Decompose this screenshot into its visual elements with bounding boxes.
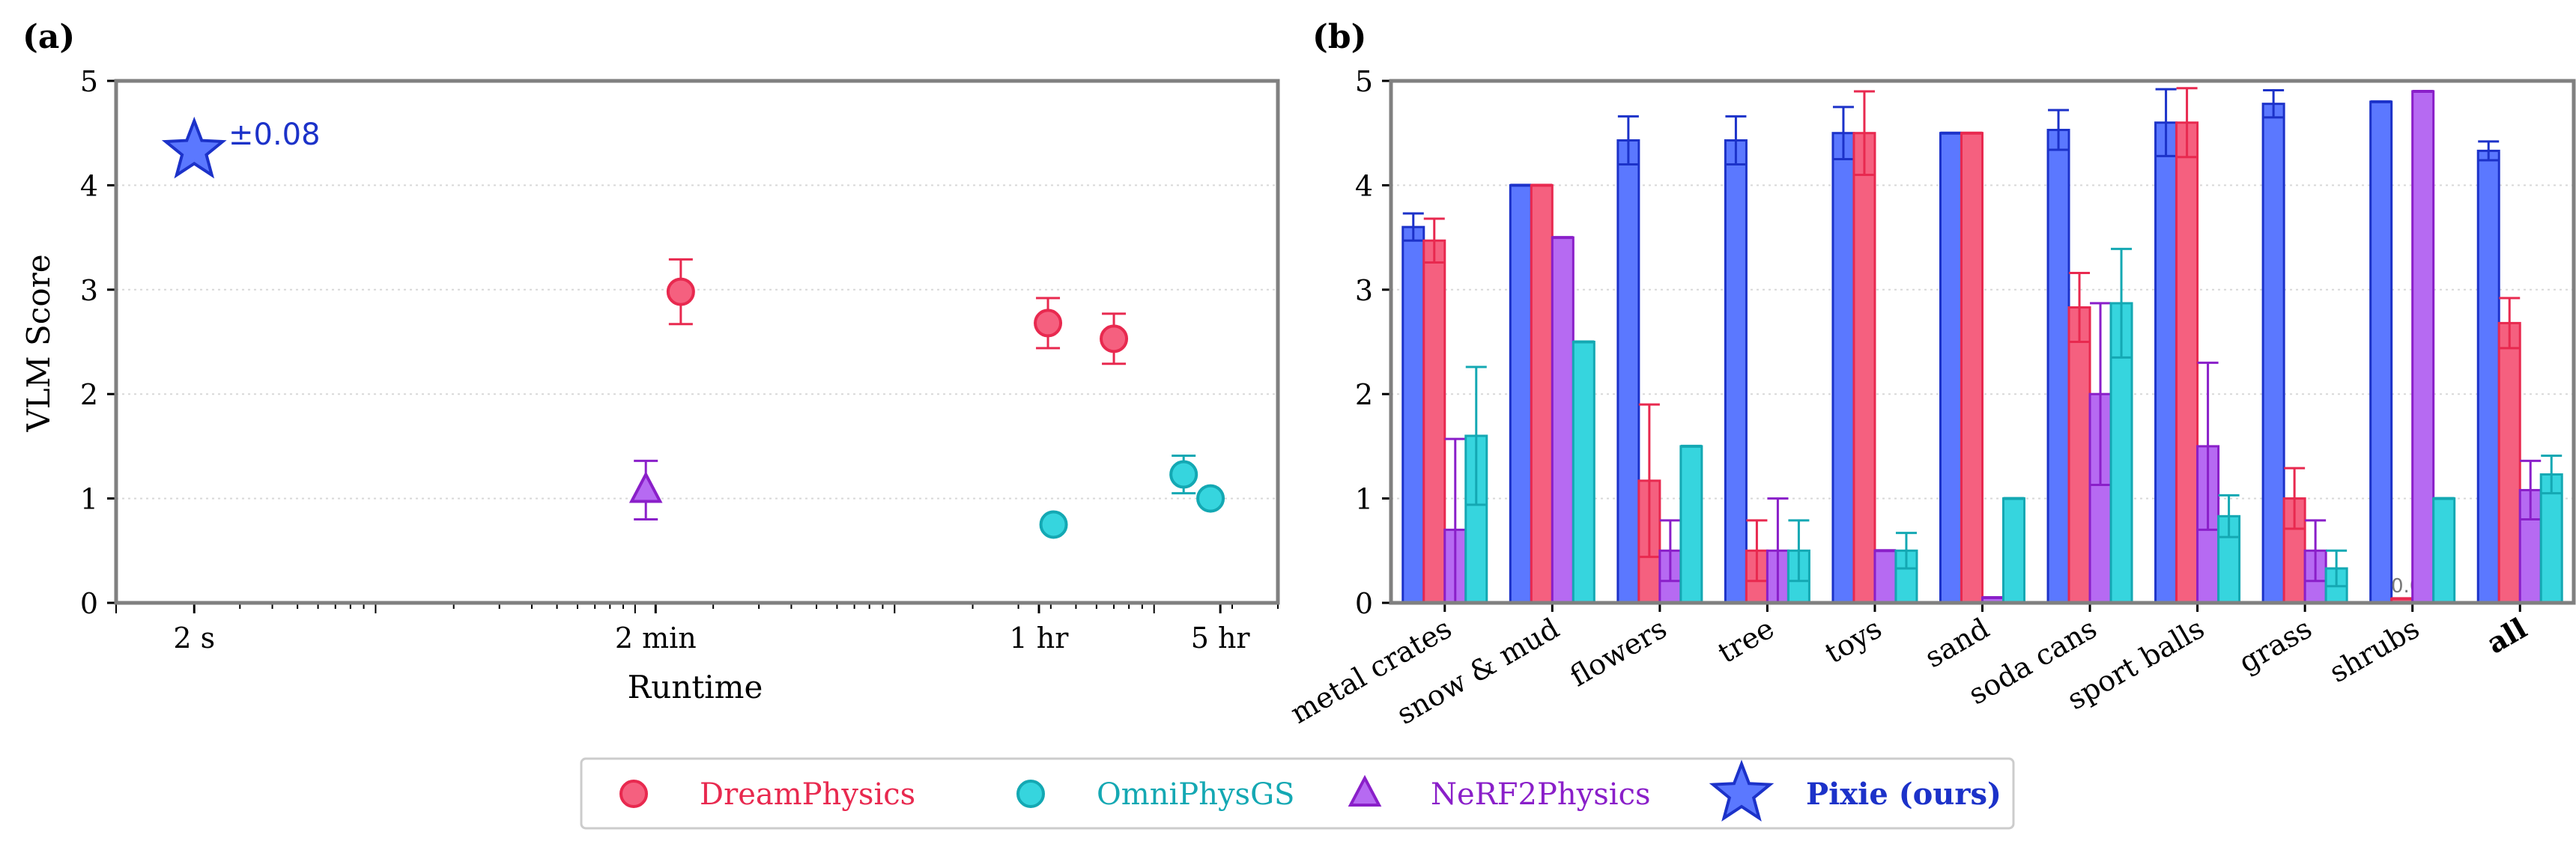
legend-marker-pixie (1709, 759, 1775, 822)
bar-pixie (1831, 132, 1855, 604)
y-tick-label: 4 (1355, 169, 1373, 202)
data-point-dream (1100, 324, 1129, 353)
data-point-omni (1169, 460, 1198, 489)
y-tick-label: 5 (1355, 65, 1373, 98)
bar-pixie (2154, 121, 2178, 604)
bar-pixie (2261, 103, 2285, 604)
legend-frame (580, 757, 2015, 830)
bar-dream (1960, 132, 1983, 604)
category-label: all (2481, 611, 2533, 661)
x-tick-label: 1 hr (1010, 622, 1070, 655)
bar-pixie (2369, 100, 2393, 604)
bar-nerf (1873, 549, 1897, 604)
data-point-omni (1196, 484, 1225, 513)
legend-marker-omni (1016, 780, 1045, 808)
bar-pixie (2476, 149, 2500, 604)
bar-pixie (2046, 129, 2070, 604)
category-label: flowers (1564, 612, 1672, 693)
category-label: toys (1819, 612, 1888, 670)
category-label: shrubs (2324, 612, 2425, 689)
y-tick-label: 5 (80, 65, 98, 98)
data-point-omni (1039, 510, 1068, 539)
bar-pixie (1401, 225, 1425, 604)
scatter-panel: 0 1 2 3 4 5 2 s 2 min 1 hr 5 hr (80, 65, 1280, 655)
y-tick-label: 3 (80, 274, 98, 307)
legend-marker-nerf (1348, 774, 1382, 807)
bar-omni (1679, 445, 1703, 604)
bar-nerf (2411, 90, 2435, 604)
x-tick-label: 5 hr (1191, 622, 1251, 655)
pixie-error-annotation: ±0.08 (228, 118, 321, 152)
bar-omni (2432, 497, 2456, 604)
bar-dream (1530, 183, 1554, 604)
legend: DreamPhysics OmniPhysGS NeRF2Physics Pixie … (580, 757, 2015, 830)
bar-omni (1572, 341, 1595, 604)
bar-dream (2497, 321, 2521, 604)
panel-b-label: (b) (1312, 18, 1366, 56)
category-label: grass (2233, 612, 2317, 679)
bar-pixie (1509, 183, 1533, 604)
bar-omni (2002, 497, 2025, 604)
y-tick-label: 0 (1355, 587, 1373, 620)
data-point-pixie (161, 116, 227, 179)
x-axis-label: Runtime (628, 669, 763, 705)
legend-label-pixie: Pixie (ours) (1806, 777, 2001, 812)
bar-nerf (1551, 236, 1575, 604)
bar-pixie (1616, 139, 1640, 604)
x-tick-label: 2 s (173, 622, 215, 655)
legend-label-omni: OmniPhysGS (1097, 777, 1294, 812)
data-point-nerf (628, 471, 663, 503)
y-tick-label: 2 (80, 378, 98, 411)
y-tick-label: 0 (80, 587, 98, 620)
bar-dream (1852, 132, 1876, 604)
legend-label-dream: DreamPhysics (700, 777, 915, 812)
y-tick-label: 1 (1355, 483, 1373, 516)
plot-frame (1389, 79, 2576, 605)
y-tick-label: 1 (80, 483, 98, 516)
category-label: tree (1712, 612, 1780, 670)
legend-marker-dream (619, 780, 648, 808)
y-axis-label: VLM Score (20, 254, 57, 432)
bar-dream (2067, 306, 2091, 604)
y-tick-label: 3 (1355, 274, 1373, 307)
legend-label-nerf: NeRF2Physics (1431, 777, 1651, 812)
data-point-dream (1034, 309, 1063, 338)
bar-dream (2175, 121, 2199, 604)
y-tick-label: 4 (80, 169, 98, 202)
bar-dream (1422, 239, 1446, 604)
y-tick-label: 2 (1355, 378, 1373, 411)
data-point-dream (666, 277, 695, 306)
bar-pixie (1939, 132, 1963, 604)
plot-frame (114, 79, 1280, 605)
category-label: sand (1919, 612, 1995, 675)
x-tick-label: 2 min (615, 622, 697, 655)
bar-pixie (1724, 139, 1748, 604)
panel-a-label: (a) (22, 18, 75, 56)
